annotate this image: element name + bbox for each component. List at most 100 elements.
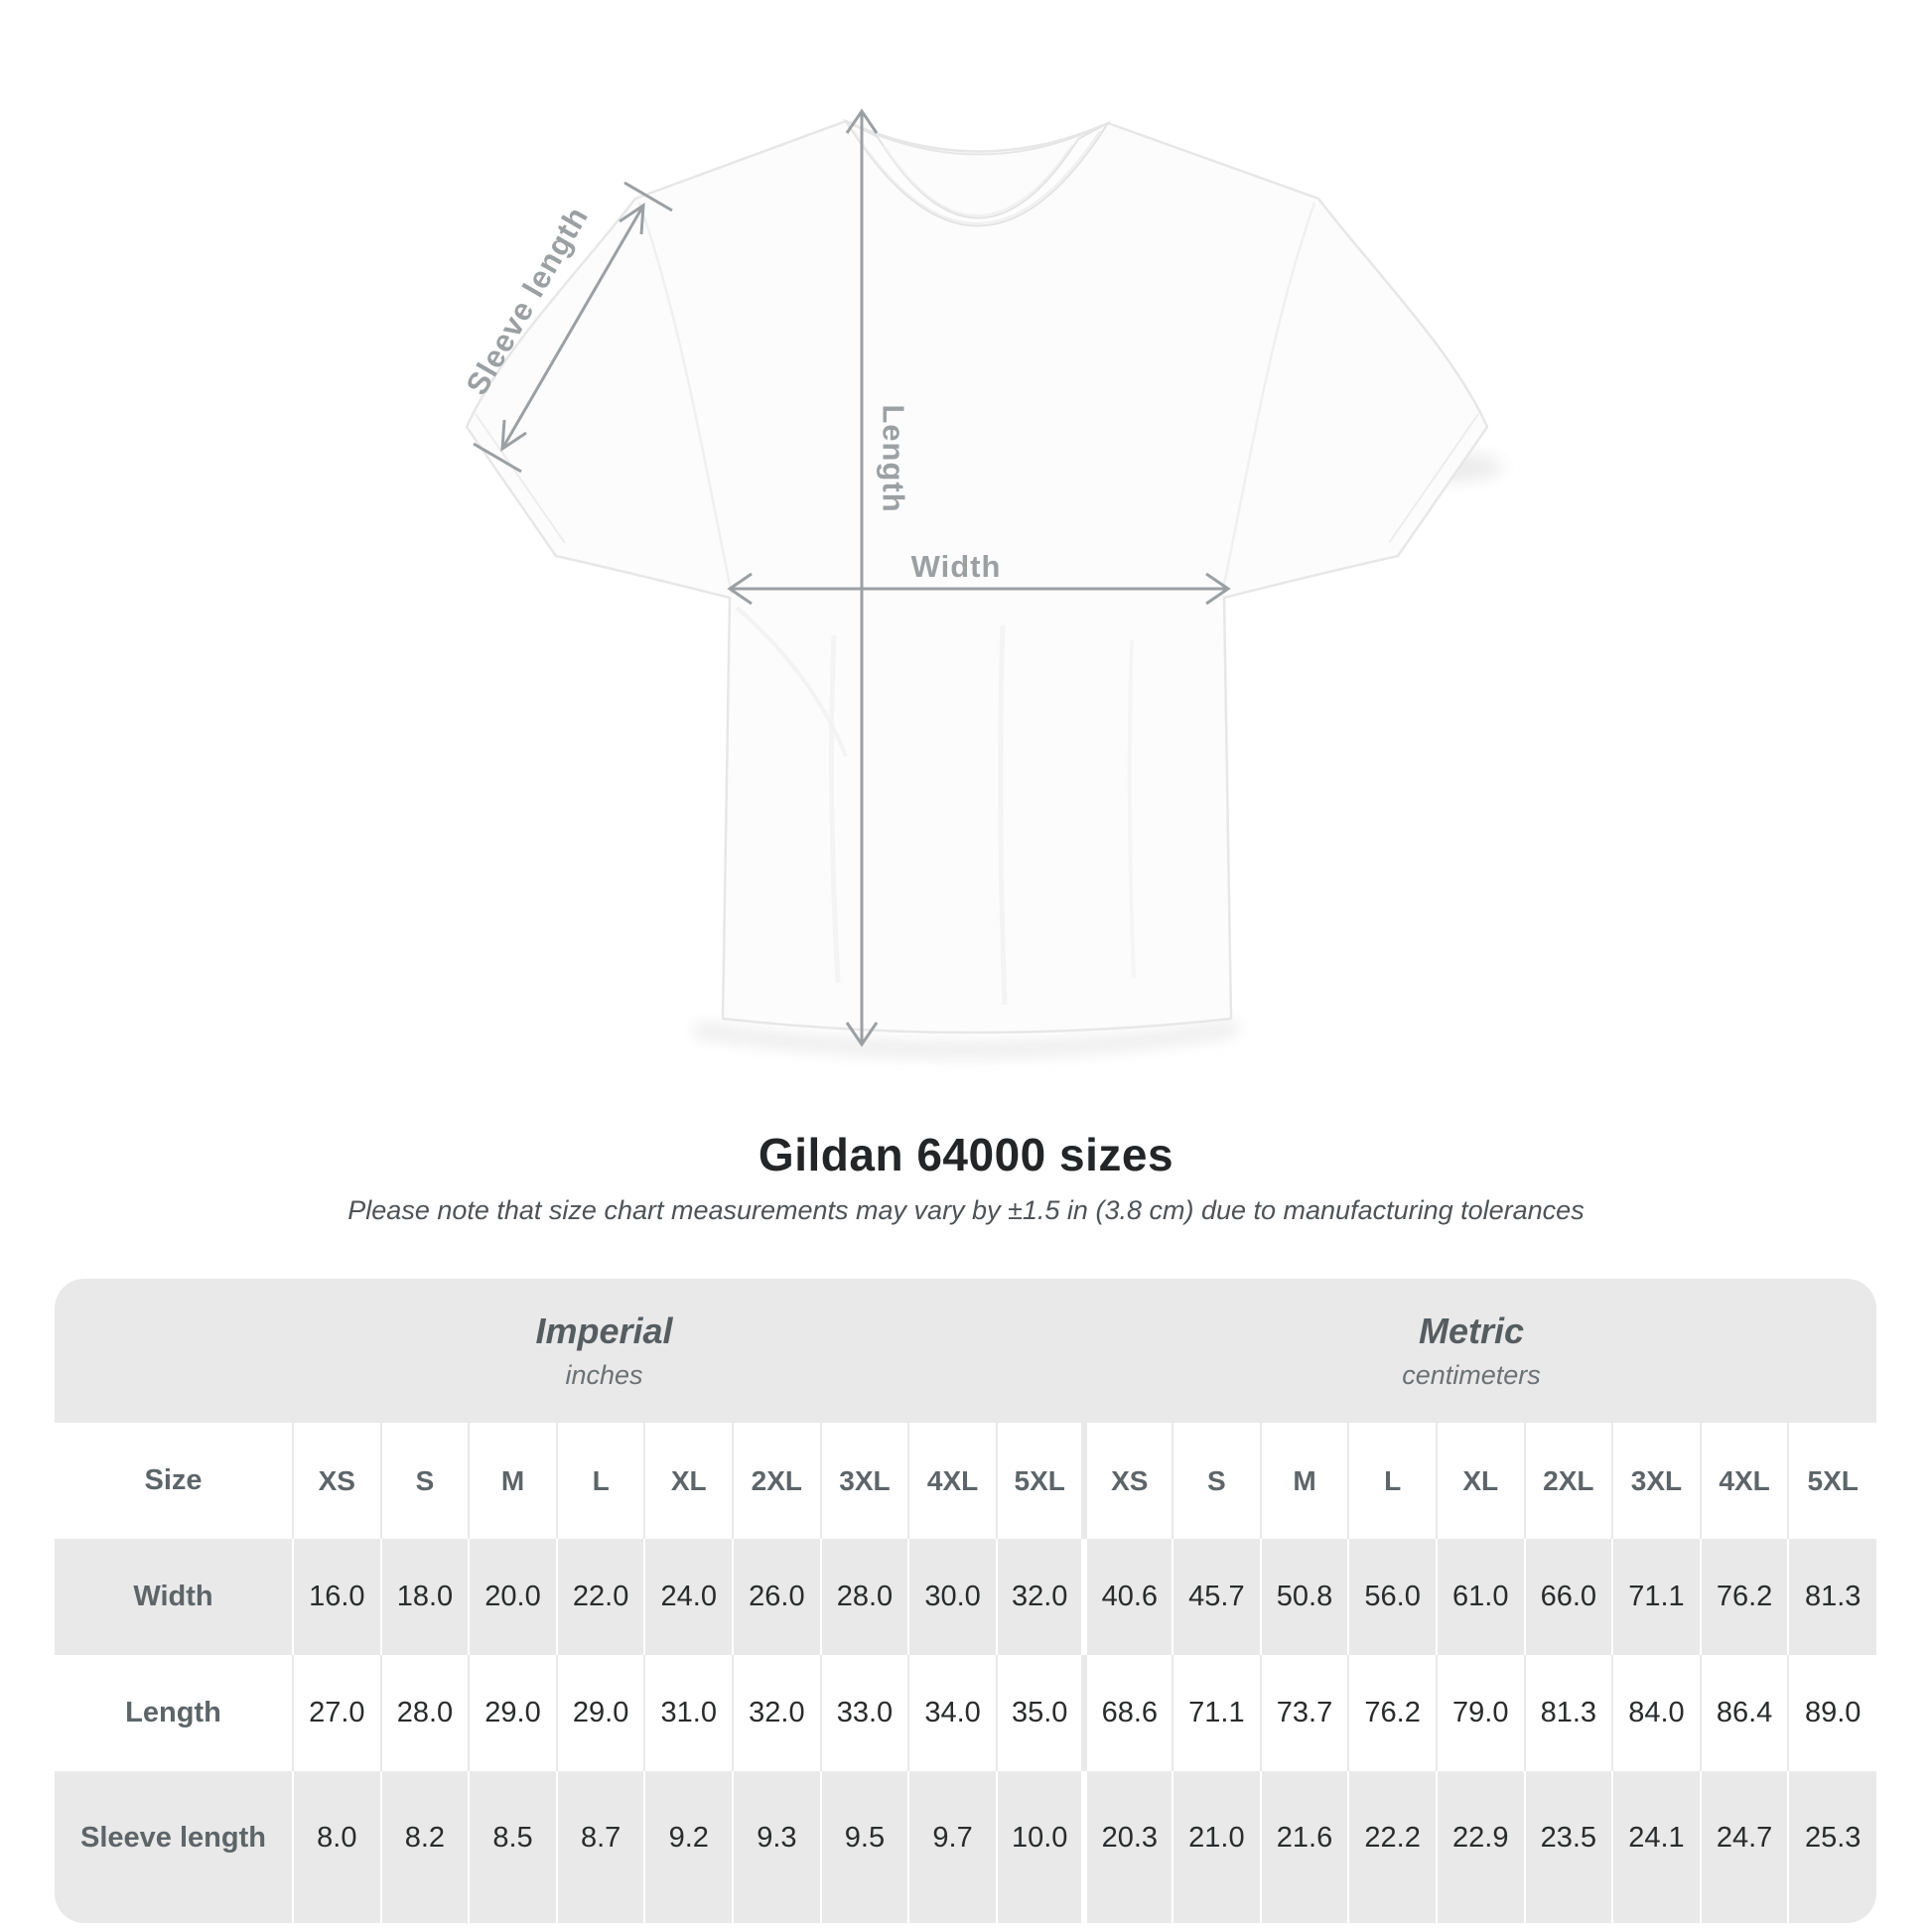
imperial-value-cell: 32.0 <box>732 1655 821 1771</box>
metric-value-cell: 89.0 <box>1787 1655 1876 1771</box>
metric-value-cell: 86.4 <box>1699 1655 1789 1771</box>
metric-value-cell: 21.0 <box>1172 1771 1261 1923</box>
size-header-cell: XL <box>643 1423 734 1539</box>
size-header-cell: 3XL <box>819 1423 909 1539</box>
imperial-value-cell: 10.0 <box>995 1771 1085 1923</box>
size-header-cell: M <box>1259 1423 1349 1539</box>
imperial-header: Imperial inches <box>55 1279 1084 1423</box>
size-header-row: Size XS S M L XL 2XL 3XL 4XL 5XL XS S M L XL 2XL 3XL 4XL 5… <box>55 1423 1876 1539</box>
length-arrow <box>845 108 879 1047</box>
length-label: Length <box>877 404 911 512</box>
imperial-value-cell: 29.0 <box>555 1655 645 1771</box>
size-grid: Size XS S M L XL 2XL 3XL 4XL 5XL XS S M L XL 2XL 3XL 4XL 5… <box>55 1423 1876 1923</box>
metric-unit: centimeters <box>1402 1360 1541 1390</box>
imperial-value-cell: 9.2 <box>643 1771 734 1923</box>
measurement-row: Sleeve length 8.0 8.2 8.5 8.7 9.2 9.3 9.5 9.7 10.… <box>55 1771 1876 1923</box>
metric-value-cell: 71.1 <box>1172 1655 1261 1771</box>
metric-value-cell: 21.6 <box>1259 1771 1349 1923</box>
imperial-value-cell: 33.0 <box>819 1655 909 1771</box>
measurement-row: Width 16.0 18.0 20.0 22.0 24.0 26.0 28.0 30.0 32.… <box>55 1539 1876 1655</box>
size-header-cell: S <box>1172 1423 1261 1539</box>
metric-value-cell: 61.0 <box>1435 1539 1525 1655</box>
size-header-cell: 2XL <box>1523 1423 1613 1539</box>
imperial-value-cell: 34.0 <box>907 1655 997 1771</box>
imperial-value-cell: 35.0 <box>995 1655 1085 1771</box>
metric-value-cell: 24.7 <box>1699 1771 1789 1923</box>
metric-label: Metric <box>1418 1311 1525 1351</box>
size-header-cell: XS <box>292 1423 381 1539</box>
size-header-cell: 4XL <box>1699 1423 1789 1539</box>
size-header-cell: 5XL <box>1787 1423 1876 1539</box>
tshirt-measurement-diagram: Sleeve length Length Width <box>460 108 1503 1057</box>
imperial-value-cell: 29.0 <box>468 1655 557 1771</box>
page-title: Gildan 64000 sizes <box>758 1129 1174 1180</box>
metric-value-cell: 56.0 <box>1347 1539 1437 1655</box>
size-header-cell: 3XL <box>1611 1423 1701 1539</box>
size-header-cell: L <box>555 1423 645 1539</box>
imperial-value-cell: 26.0 <box>732 1539 821 1655</box>
tshirt-image <box>465 118 1489 1035</box>
metric-value-cell: 22.2 <box>1347 1771 1437 1923</box>
width-label: Width <box>911 549 1002 584</box>
imperial-value-cell: 28.0 <box>379 1655 470 1771</box>
units-header-band: Imperial inches Metric centimeters <box>55 1279 1876 1423</box>
metric-value-cell: 50.8 <box>1259 1539 1349 1655</box>
metric-value-cell: 66.0 <box>1523 1539 1613 1655</box>
imperial-label: Imperial <box>535 1311 673 1351</box>
imperial-value-cell: 9.3 <box>732 1771 821 1923</box>
metric-value-cell: 24.1 <box>1611 1771 1701 1923</box>
size-header-cell: XS <box>1081 1423 1173 1539</box>
size-header-cell: 2XL <box>732 1423 821 1539</box>
imperial-value-cell: 27.0 <box>292 1655 381 1771</box>
sleeve-length-arrow <box>473 181 673 474</box>
imperial-value-cell: 22.0 <box>555 1539 645 1655</box>
imperial-value-cell: 31.0 <box>643 1655 734 1771</box>
metric-value-cell: 73.7 <box>1259 1655 1349 1771</box>
metric-value-cell: 76.2 <box>1699 1539 1789 1655</box>
tolerance-note: Please note that size chart measurements… <box>347 1195 1585 1225</box>
imperial-value-cell: 20.0 <box>468 1539 557 1655</box>
size-header-cell: L <box>1347 1423 1437 1539</box>
row-label: Length <box>125 1697 221 1728</box>
size-header-cell: 4XL <box>907 1423 997 1539</box>
metric-value-cell: 68.6 <box>1081 1655 1173 1771</box>
imperial-value-cell: 8.2 <box>379 1771 470 1923</box>
imperial-value-cell: 16.0 <box>292 1539 381 1655</box>
metric-value-cell: 84.0 <box>1611 1655 1701 1771</box>
imperial-value-cell: 24.0 <box>643 1539 734 1655</box>
metric-value-cell: 22.9 <box>1435 1771 1525 1923</box>
size-column-header: Size <box>144 1464 203 1496</box>
metric-value-cell: 25.3 <box>1787 1771 1876 1923</box>
width-arrow <box>727 572 1231 606</box>
row-label: Sleeve length <box>80 1821 266 1854</box>
size-header-cell: M <box>468 1423 557 1539</box>
imperial-value-cell: 9.5 <box>819 1771 909 1923</box>
measurement-row: Length 27.0 28.0 29.0 29.0 31.0 32.0 33.0 34.0 35… <box>55 1655 1876 1771</box>
size-header-cell: 5XL <box>995 1423 1085 1539</box>
metric-value-cell: 81.3 <box>1787 1539 1876 1655</box>
metric-value-cell: 81.3 <box>1523 1655 1613 1771</box>
size-header-cell: S <box>379 1423 470 1539</box>
imperial-unit: inches <box>565 1360 643 1390</box>
metric-value-cell: 71.1 <box>1611 1539 1701 1655</box>
row-label: Width <box>133 1581 213 1612</box>
metric-value-cell: 40.6 <box>1081 1539 1173 1655</box>
imperial-value-cell: 8.0 <box>292 1771 381 1923</box>
metric-value-cell: 23.5 <box>1523 1771 1613 1923</box>
imperial-value-cell: 18.0 <box>379 1539 470 1655</box>
metric-value-cell: 45.7 <box>1172 1539 1261 1655</box>
shirt-shadow <box>695 1021 1237 1057</box>
metric-header: Metric centimeters <box>1084 1279 1876 1423</box>
imperial-value-cell: 32.0 <box>995 1539 1085 1655</box>
imperial-value-cell: 8.5 <box>468 1771 557 1923</box>
metric-value-cell: 79.0 <box>1435 1655 1525 1771</box>
imperial-value-cell: 8.7 <box>555 1771 645 1923</box>
size-header-cell: XL <box>1435 1423 1525 1539</box>
metric-value-cell: 76.2 <box>1347 1655 1437 1771</box>
size-table: Imperial inches Metric centimeters Size X… <box>55 1279 1876 1923</box>
metric-value-cell: 20.3 <box>1081 1771 1173 1923</box>
imperial-value-cell: 28.0 <box>819 1539 909 1655</box>
imperial-value-cell: 9.7 <box>907 1771 997 1923</box>
imperial-value-cell: 30.0 <box>907 1539 997 1655</box>
